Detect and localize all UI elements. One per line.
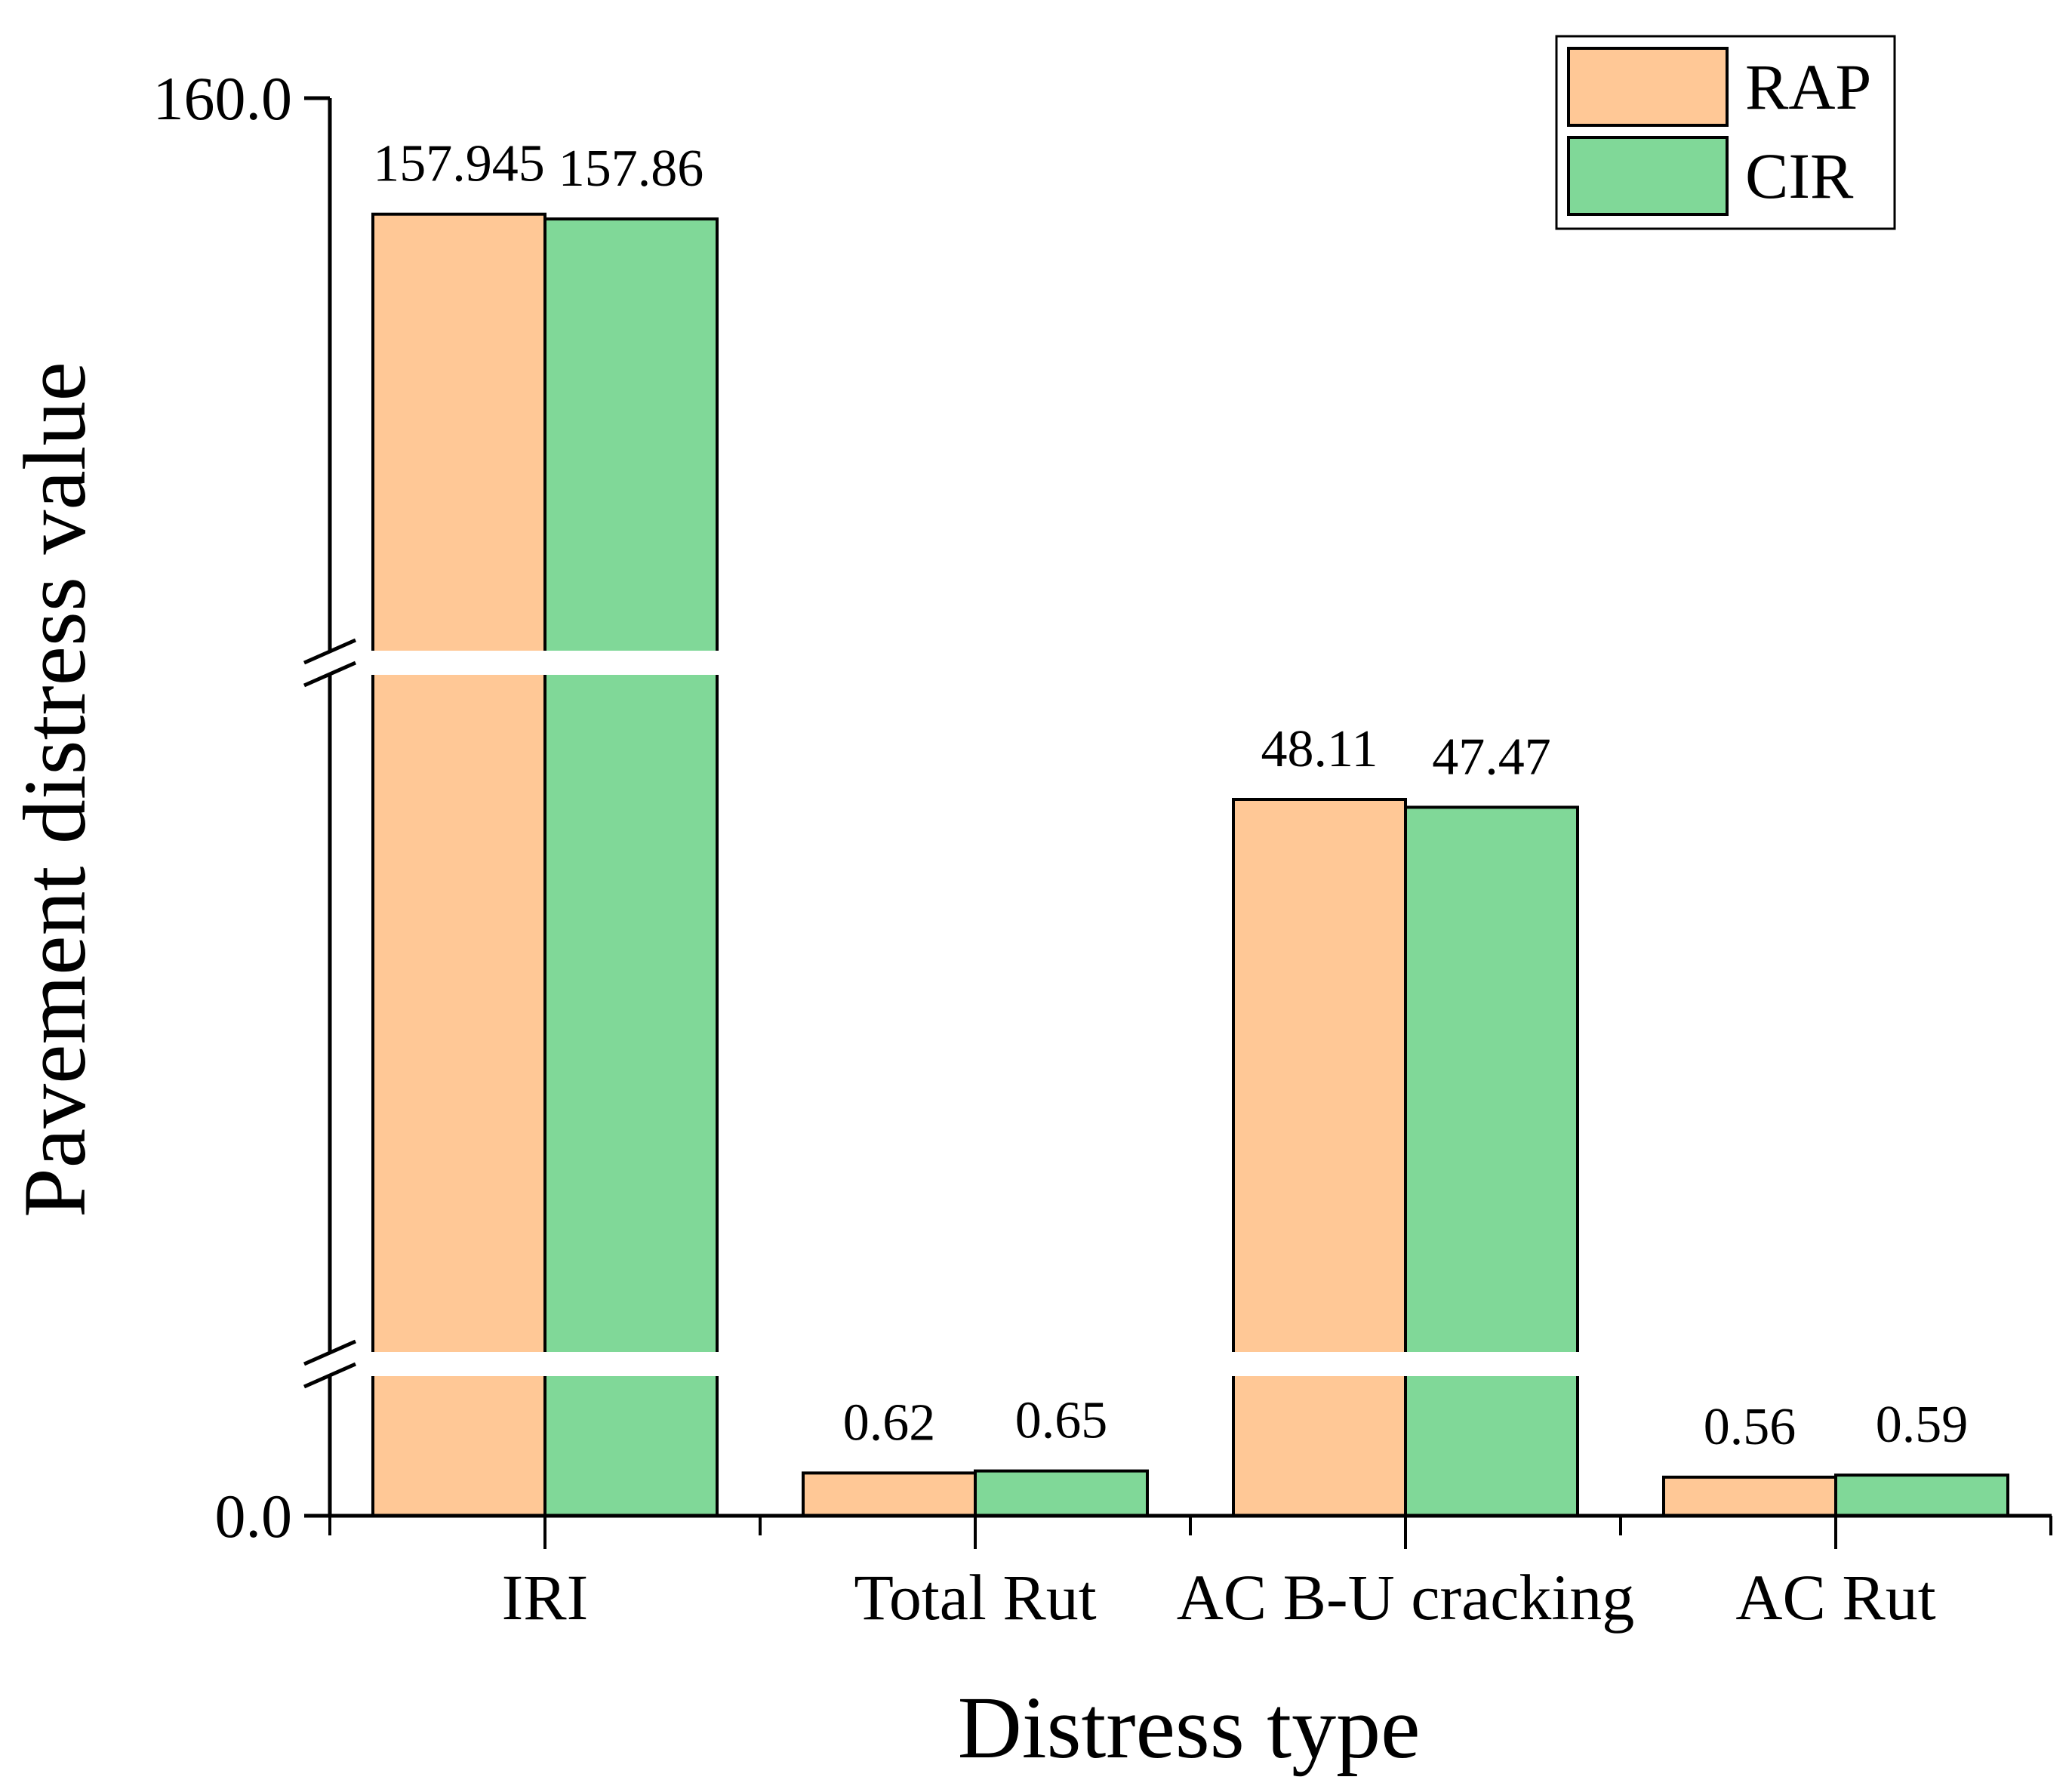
axis-break-gap-2 — [302, 1352, 1585, 1376]
labels-layer: 157.945 157.86 IRI 0.62 0.65 Total Rut 48.11 47… — [153, 64, 1969, 1634]
legend-swatch-rap — [1567, 47, 1729, 127]
legend-label-cir: CIR — [1745, 140, 1854, 212]
axis-break-mark-2-2 — [303, 1362, 357, 1389]
bar-rap-ac-b-u-cracking — [1232, 798, 1407, 1517]
data-label-rap-ac-b-u-cracking: 48.11 — [1261, 720, 1378, 778]
data-label-rap-total-rut: 0.62 — [843, 1393, 936, 1452]
axis-break-mark-1-1 — [303, 638, 357, 665]
bar-rap-total-rut — [802, 1471, 977, 1517]
bar-rap-iri — [371, 212, 546, 1517]
x-tick-label-ac-b-u-cracking: AC B-U cracking — [1177, 1561, 1635, 1634]
legend-label-rap: RAP — [1745, 51, 1871, 123]
axes-layer — [303, 96, 2052, 1549]
data-label-cir-iri: 157.86 — [559, 140, 704, 198]
bar-cir-ac-rut — [1834, 1474, 2009, 1518]
x-tick-label-iri: IRI — [502, 1561, 589, 1634]
bar-cir-iri — [543, 217, 719, 1517]
axis-break-mark-1-2 — [303, 661, 357, 688]
data-label-cir-total-rut: 0.65 — [1015, 1392, 1108, 1450]
data-label-cir-ac-rut: 0.59 — [1876, 1396, 1969, 1454]
y-tick-label: 160.0 — [153, 64, 293, 133]
data-label-rap-ac-rut: 0.56 — [1704, 1398, 1796, 1456]
legend: RAP CIR — [1555, 35, 1896, 230]
x-axis-label: Distress type — [958, 1678, 1421, 1777]
axis-break-mark-2-1 — [303, 1339, 357, 1366]
bars-layer — [371, 212, 2009, 1518]
y-tick-label: 0.0 — [215, 1482, 293, 1551]
y-axis-label: Pavement distress value — [5, 362, 104, 1218]
bar-cir-total-rut — [974, 1469, 1149, 1518]
bar-rap-ac-rut — [1662, 1475, 1837, 1517]
data-label-rap-iri: 157.945 — [373, 135, 545, 193]
x-tick-label-ac-rut: AC Rut — [1735, 1561, 1935, 1634]
x-tick-label-total-rut: Total Rut — [854, 1561, 1096, 1634]
data-label-cir-ac-b-u-cracking: 47.47 — [1432, 728, 1551, 786]
legend-swatch-cir — [1567, 136, 1729, 216]
axis-break-gaps — [302, 651, 1585, 1376]
axis-break-gap-1 — [302, 651, 1585, 675]
bar-cir-ac-b-u-cracking — [1404, 805, 1579, 1517]
